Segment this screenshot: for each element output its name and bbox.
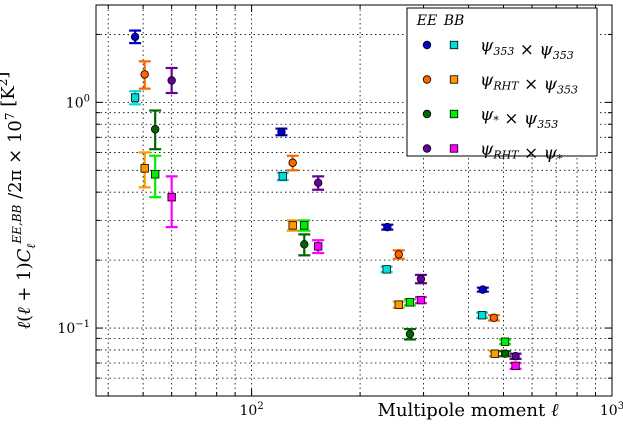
bb-marker bbox=[278, 172, 287, 181]
series-4-ee-point bbox=[509, 352, 522, 361]
ee-marker bbox=[511, 352, 520, 361]
series-3-bb-point bbox=[403, 298, 416, 307]
series-1-bb-point bbox=[380, 265, 393, 274]
series-4-ee-point bbox=[312, 175, 325, 191]
x-tick-label: 103 bbox=[600, 401, 623, 419]
legend-label: ψ353 × ψ353 bbox=[480, 36, 574, 62]
bb-marker bbox=[130, 93, 140, 102]
bb-marker bbox=[416, 295, 426, 305]
legend-ee-marker bbox=[422, 40, 432, 50]
ee-marker bbox=[489, 313, 499, 323]
legend-label: ψRHT × ψ353 bbox=[480, 71, 578, 97]
bb-marker bbox=[288, 221, 297, 230]
ee-marker bbox=[300, 240, 309, 249]
legend-label: ψ* × ψ353 bbox=[480, 105, 558, 131]
series-4-bb-point bbox=[312, 239, 325, 255]
series-3-bb-point bbox=[298, 219, 311, 232]
series-1-ee-point bbox=[476, 285, 489, 294]
data-marks bbox=[129, 29, 522, 371]
series-1-bb-point bbox=[476, 311, 489, 320]
ee-marker bbox=[167, 76, 176, 85]
y-axis-label: ℓ(ℓ + 1)CℓEE,BB /2π × 107 [K2] bbox=[0, 72, 38, 330]
bb-marker bbox=[167, 193, 176, 202]
series-3-bb-point bbox=[499, 337, 512, 346]
legend-header-ee: EE bbox=[416, 13, 437, 29]
bb-marker bbox=[490, 349, 499, 358]
ee-marker bbox=[313, 178, 323, 188]
x-axis-label: Multipole moment ℓ bbox=[378, 400, 559, 421]
ee-marker bbox=[277, 127, 286, 137]
bb-marker bbox=[382, 265, 391, 274]
bb-marker bbox=[511, 361, 520, 371]
legend-ee-marker bbox=[422, 109, 432, 119]
legend-entry-2: ψRHT × ψ353 bbox=[422, 71, 578, 97]
series-3-bb-point bbox=[149, 154, 162, 199]
ee-marker bbox=[130, 32, 140, 42]
x-tick-label: 102 bbox=[240, 401, 264, 419]
legend-bb-marker bbox=[449, 109, 459, 119]
series-2-ee-point bbox=[487, 313, 500, 323]
ee-marker bbox=[394, 250, 403, 259]
series-2-ee-point bbox=[138, 60, 151, 90]
series-2-bb-point bbox=[286, 219, 299, 232]
legend-entry-4: ψRHT × ψ* bbox=[422, 140, 563, 166]
bb-marker bbox=[140, 164, 149, 173]
axis-ticks: 102 103 10−1 100 bbox=[57, 5, 623, 419]
series-2-ee-point bbox=[392, 249, 405, 260]
ee-marker bbox=[416, 274, 426, 284]
bb-marker bbox=[500, 337, 510, 346]
series-3-ee-point bbox=[149, 109, 162, 151]
legend-header-bb: BB bbox=[443, 13, 465, 29]
ee-marker bbox=[500, 349, 510, 358]
series-4-bb-point bbox=[165, 175, 178, 229]
ee-marker bbox=[478, 285, 487, 294]
legend-bb-marker bbox=[449, 75, 459, 84]
bb-marker bbox=[405, 298, 415, 307]
y-tick-label: 10−1 bbox=[57, 319, 90, 337]
series-1-bb-point bbox=[276, 171, 289, 182]
bb-marker bbox=[151, 170, 160, 179]
ee-marker bbox=[405, 329, 415, 339]
legend-label: ψRHT × ψ* bbox=[480, 140, 563, 166]
legend: EE BB ψ353 × ψ353 ψRHT × ψ353 ψ* × ψ353 ψRHT … bbox=[406, 7, 598, 166]
legend-bb-marker bbox=[449, 40, 459, 50]
series-4-bb-point bbox=[509, 361, 522, 371]
series-2-bb-point bbox=[488, 349, 501, 358]
series-1-bb-point bbox=[129, 90, 142, 106]
ee-marker bbox=[383, 222, 392, 232]
bb-marker bbox=[314, 242, 323, 251]
ee-marker bbox=[140, 70, 149, 79]
series-3-ee-point bbox=[499, 349, 512, 358]
axis-labels: Multipole moment ℓ ℓ(ℓ + 1)CℓEE,BB /2π ×… bbox=[0, 72, 559, 421]
legend-ee-marker bbox=[422, 144, 432, 153]
series-1-ee-point bbox=[129, 29, 142, 45]
series-4-ee-point bbox=[165, 66, 178, 95]
series-3-ee-point bbox=[403, 327, 416, 341]
grid bbox=[96, 5, 613, 397]
series-2-bb-point bbox=[138, 151, 151, 189]
y-tick-label: 100 bbox=[66, 93, 90, 111]
series-1-ee-point bbox=[275, 127, 288, 137]
series-3-ee-point bbox=[298, 233, 311, 257]
series-4-bb-point bbox=[414, 295, 427, 305]
series-2-bb-point bbox=[392, 300, 405, 309]
series-2-ee-point bbox=[286, 154, 299, 172]
series-1-ee-point bbox=[381, 222, 394, 232]
legend-entry-1: ψ353 × ψ353 bbox=[422, 36, 574, 62]
ee-marker bbox=[288, 158, 297, 167]
series-4-ee-point bbox=[414, 273, 427, 285]
legend-bb-marker bbox=[449, 144, 459, 153]
legend-box bbox=[406, 7, 598, 157]
bb-marker bbox=[300, 221, 309, 230]
bb-marker bbox=[394, 300, 403, 309]
legend-entry-3: ψ* × ψ353 bbox=[422, 105, 558, 131]
plot-frame bbox=[95, 4, 613, 397]
bb-marker bbox=[477, 311, 487, 320]
ee-marker bbox=[150, 125, 160, 134]
legend-ee-marker bbox=[422, 75, 432, 84]
